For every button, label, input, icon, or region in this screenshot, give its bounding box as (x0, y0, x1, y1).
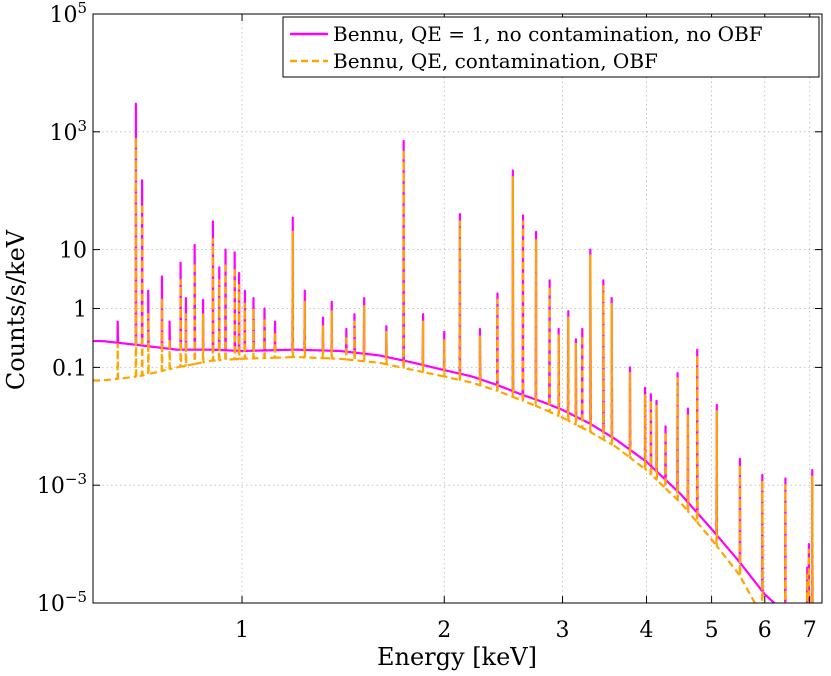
legend-box (282, 16, 820, 78)
legend: Bennu, QE = 1, no contamination, no OBF … (282, 16, 820, 78)
y-tick-base: 10 (37, 474, 65, 499)
x-tick-label: 3 (556, 618, 570, 643)
y-tick-label: 10−5 (37, 588, 87, 617)
x-axis-label: Energy [keV] (377, 643, 537, 671)
y-axis-label: Counts/s/keV (2, 229, 30, 390)
y-tick-base: 10 (49, 121, 77, 146)
y-tick-label: 105 (49, 0, 87, 28)
legend-label-series-2: Bennu, QE, contamination, OBF (333, 49, 658, 73)
y-tick-label: 0.1 (52, 356, 87, 381)
y-tick-labels: 10−5 10−3 0.1 1 10 103 105 (37, 0, 87, 617)
y-tick-base: 10 (37, 592, 65, 617)
x-tick-label: 1 (235, 618, 249, 643)
y-tick-base: 10 (49, 3, 77, 28)
x-tick-label: 6 (758, 618, 772, 643)
y-tick-exponent: −3 (65, 470, 87, 488)
legend-label-series-1: Bennu, QE = 1, no contamination, no OBF (333, 22, 763, 46)
y-tick-exponent: −5 (65, 588, 87, 606)
series-line-1 (93, 102, 814, 603)
x-tick-labels: 1 2 3 4 5 6 7 (235, 618, 817, 643)
x-tick-label: 5 (705, 618, 719, 643)
y-tick-exponent: 5 (77, 0, 87, 17)
y-tick-label: 10−3 (37, 470, 87, 499)
y-tick-label: 1 (73, 298, 87, 323)
plot-area (93, 102, 814, 603)
y-tick-exponent: 3 (77, 117, 87, 135)
series-line-2 (93, 136, 814, 603)
y-tick-label: 10 (59, 239, 87, 264)
y-tick-label: 103 (49, 117, 87, 146)
x-tick-label: 4 (639, 618, 653, 643)
x-tick-label: 7 (803, 618, 817, 643)
x-tick-label: 2 (437, 618, 451, 643)
